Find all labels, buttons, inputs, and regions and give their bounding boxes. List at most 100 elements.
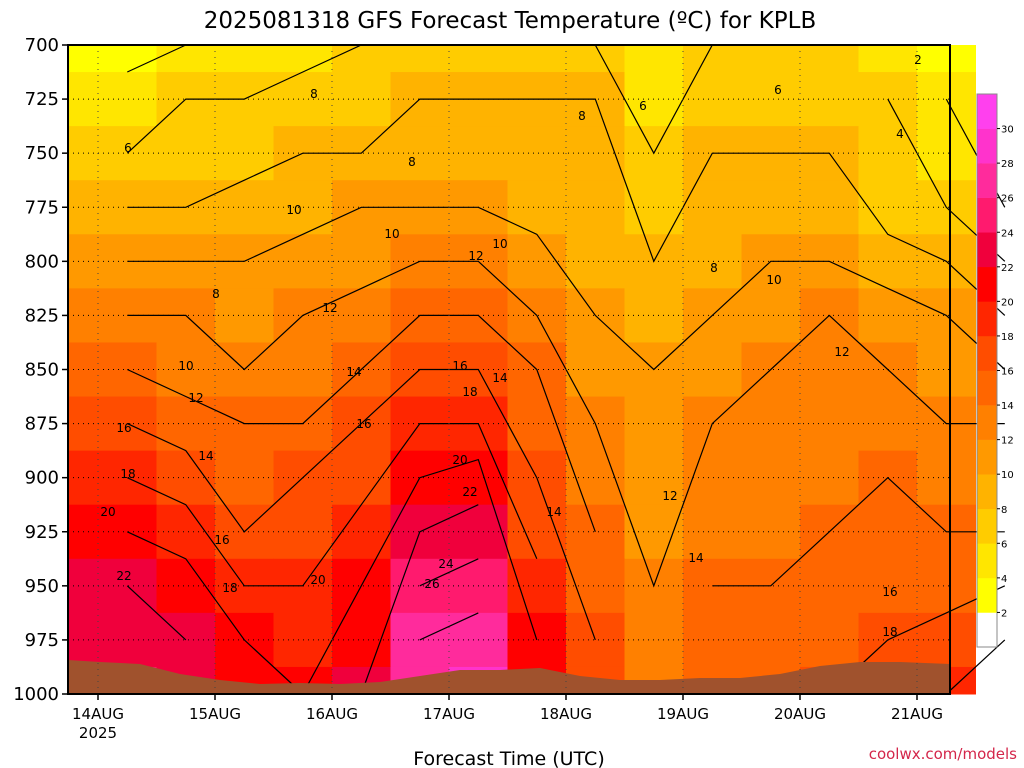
contour-label: 22 <box>116 569 131 583</box>
heatmap-cell <box>741 504 801 560</box>
x-tick-label: 17AUG <box>423 705 475 723</box>
heatmap-cell <box>624 45 684 73</box>
y-tick-label: 900 <box>25 468 59 489</box>
x-axis: 14AUG 15AUG 16AUG 17AUG 18AUG 19AUG 20AUG 21AUG <box>72 694 943 723</box>
colorbar-tick-label: 10 <box>1001 470 1014 481</box>
contour-label: 22 <box>462 485 477 499</box>
x-tick-label: 21AUG <box>891 705 943 723</box>
heatmap-cell <box>741 612 801 668</box>
y-tick-label: 700 <box>25 35 59 56</box>
heatmap-cell <box>683 342 742 398</box>
heatmap-cell <box>800 180 859 235</box>
colorbar-swatch <box>977 577 997 613</box>
y-tick-label: 875 <box>25 414 59 435</box>
heatmap-cell <box>917 126 976 181</box>
heatmap-cell <box>332 45 391 73</box>
heatmap-cell <box>332 450 391 506</box>
heatmap-cell <box>390 126 450 181</box>
contour-label: 10 <box>286 203 301 217</box>
heatmap-cell <box>683 612 742 668</box>
heatmap-cell <box>917 450 976 506</box>
contour-label: 2 <box>914 53 922 67</box>
heatmap-cell <box>332 504 391 560</box>
contour-label: 12 <box>834 345 849 359</box>
contour-label: 10 <box>384 227 399 241</box>
contour-label: 14 <box>546 505 561 519</box>
heatmap-cell <box>741 45 801 73</box>
gridlines <box>68 45 950 694</box>
contour-label: 10 <box>178 359 193 373</box>
contour-label: 12 <box>468 249 483 263</box>
heatmap-cell <box>156 504 216 560</box>
contour-label: 6 <box>124 141 132 155</box>
contour-label: 10 <box>492 237 507 251</box>
isotherm-26 <box>419 612 479 641</box>
contour-label: 18 <box>462 385 477 399</box>
heatmap-cell <box>800 558 859 614</box>
colorbar-tick-label: 12 <box>1001 436 1014 447</box>
y-axis: 700 725 750 775 800 825 850 875 900 925 950 975 1000 <box>13 35 68 705</box>
y-tick-label: 775 <box>25 197 59 218</box>
heatmap-cell <box>507 234 567 289</box>
heatmap-cell <box>507 396 567 452</box>
heatmap-cell <box>215 45 274 73</box>
x-axis-year-label: 2025 <box>79 724 117 742</box>
colorbar-tick-label: 8 <box>1001 505 1007 516</box>
heatmap-cell <box>741 450 801 506</box>
colorbar-swatch <box>977 301 997 337</box>
heatmap-cell <box>68 342 157 398</box>
contour-label: 18 <box>222 581 237 595</box>
heatmap-cell <box>741 180 801 235</box>
heatmap-cell <box>507 45 567 73</box>
isotherm-22 <box>126 504 479 695</box>
heatmap-cell <box>156 126 216 181</box>
colorbar-tick-label: 14 <box>1001 401 1014 412</box>
colorbar-tick-label: 30 <box>1001 125 1014 136</box>
colorbar-tick-label: 22 <box>1001 263 1014 274</box>
credit-text: coolwx.com/models <box>869 745 1017 763</box>
isotherm-14 <box>127 314 1005 587</box>
heatmap-cell <box>566 612 625 668</box>
heatmap-cell <box>683 45 742 73</box>
colorbar-swatch <box>977 163 997 198</box>
heatmap-cell <box>332 612 391 668</box>
colorbar-tick-label: 4 <box>1001 574 1007 585</box>
heatmap-cell <box>68 612 157 668</box>
colorbar-swatch <box>977 474 997 510</box>
heatmap-cell <box>215 288 274 343</box>
contour-label: 8 <box>408 155 416 169</box>
contour-label: 24 <box>438 557 453 571</box>
heatmap-cell <box>800 450 859 506</box>
heatmap-cell <box>156 45 216 73</box>
heatmap-cell <box>800 612 859 668</box>
heatmap-cell <box>800 396 859 452</box>
colorbar-tick-label: 2 <box>1001 608 1007 619</box>
colorbar-swatch <box>977 335 997 371</box>
colorbar-swatch <box>977 266 997 302</box>
contour-label: 8 <box>212 287 220 301</box>
heatmap-cell <box>566 558 625 614</box>
colorbar-tick-label: 26 <box>1001 194 1014 205</box>
colorbar-tick-label: 20 <box>1001 297 1014 308</box>
colorbar-swatch <box>977 405 997 440</box>
contour-label: 8 <box>310 87 318 101</box>
heatmap-cell <box>917 558 976 614</box>
colorbar-swatch <box>977 232 997 268</box>
contour-label: 16 <box>356 417 371 431</box>
contour-label: 10 <box>766 273 781 287</box>
contour-label: 20 <box>310 573 325 587</box>
colorbar-tick-label: 24 <box>1001 228 1014 239</box>
terrain-ground <box>68 660 950 694</box>
heatmap-cell <box>566 126 625 181</box>
contour-label: 8 <box>578 109 586 123</box>
colorbar-tick-label: 16 <box>1001 367 1014 378</box>
heatmap-cell <box>917 612 976 668</box>
y-tick-label: 975 <box>25 630 59 651</box>
heatmap-cell <box>68 558 157 614</box>
x-tick-label: 15AUG <box>189 705 241 723</box>
heatmap-cell <box>683 504 742 560</box>
heatmap-cell <box>390 45 450 73</box>
y-tick-label: 750 <box>25 143 59 164</box>
heatmap-cell <box>917 45 976 73</box>
heatmap-cell <box>273 45 333 73</box>
